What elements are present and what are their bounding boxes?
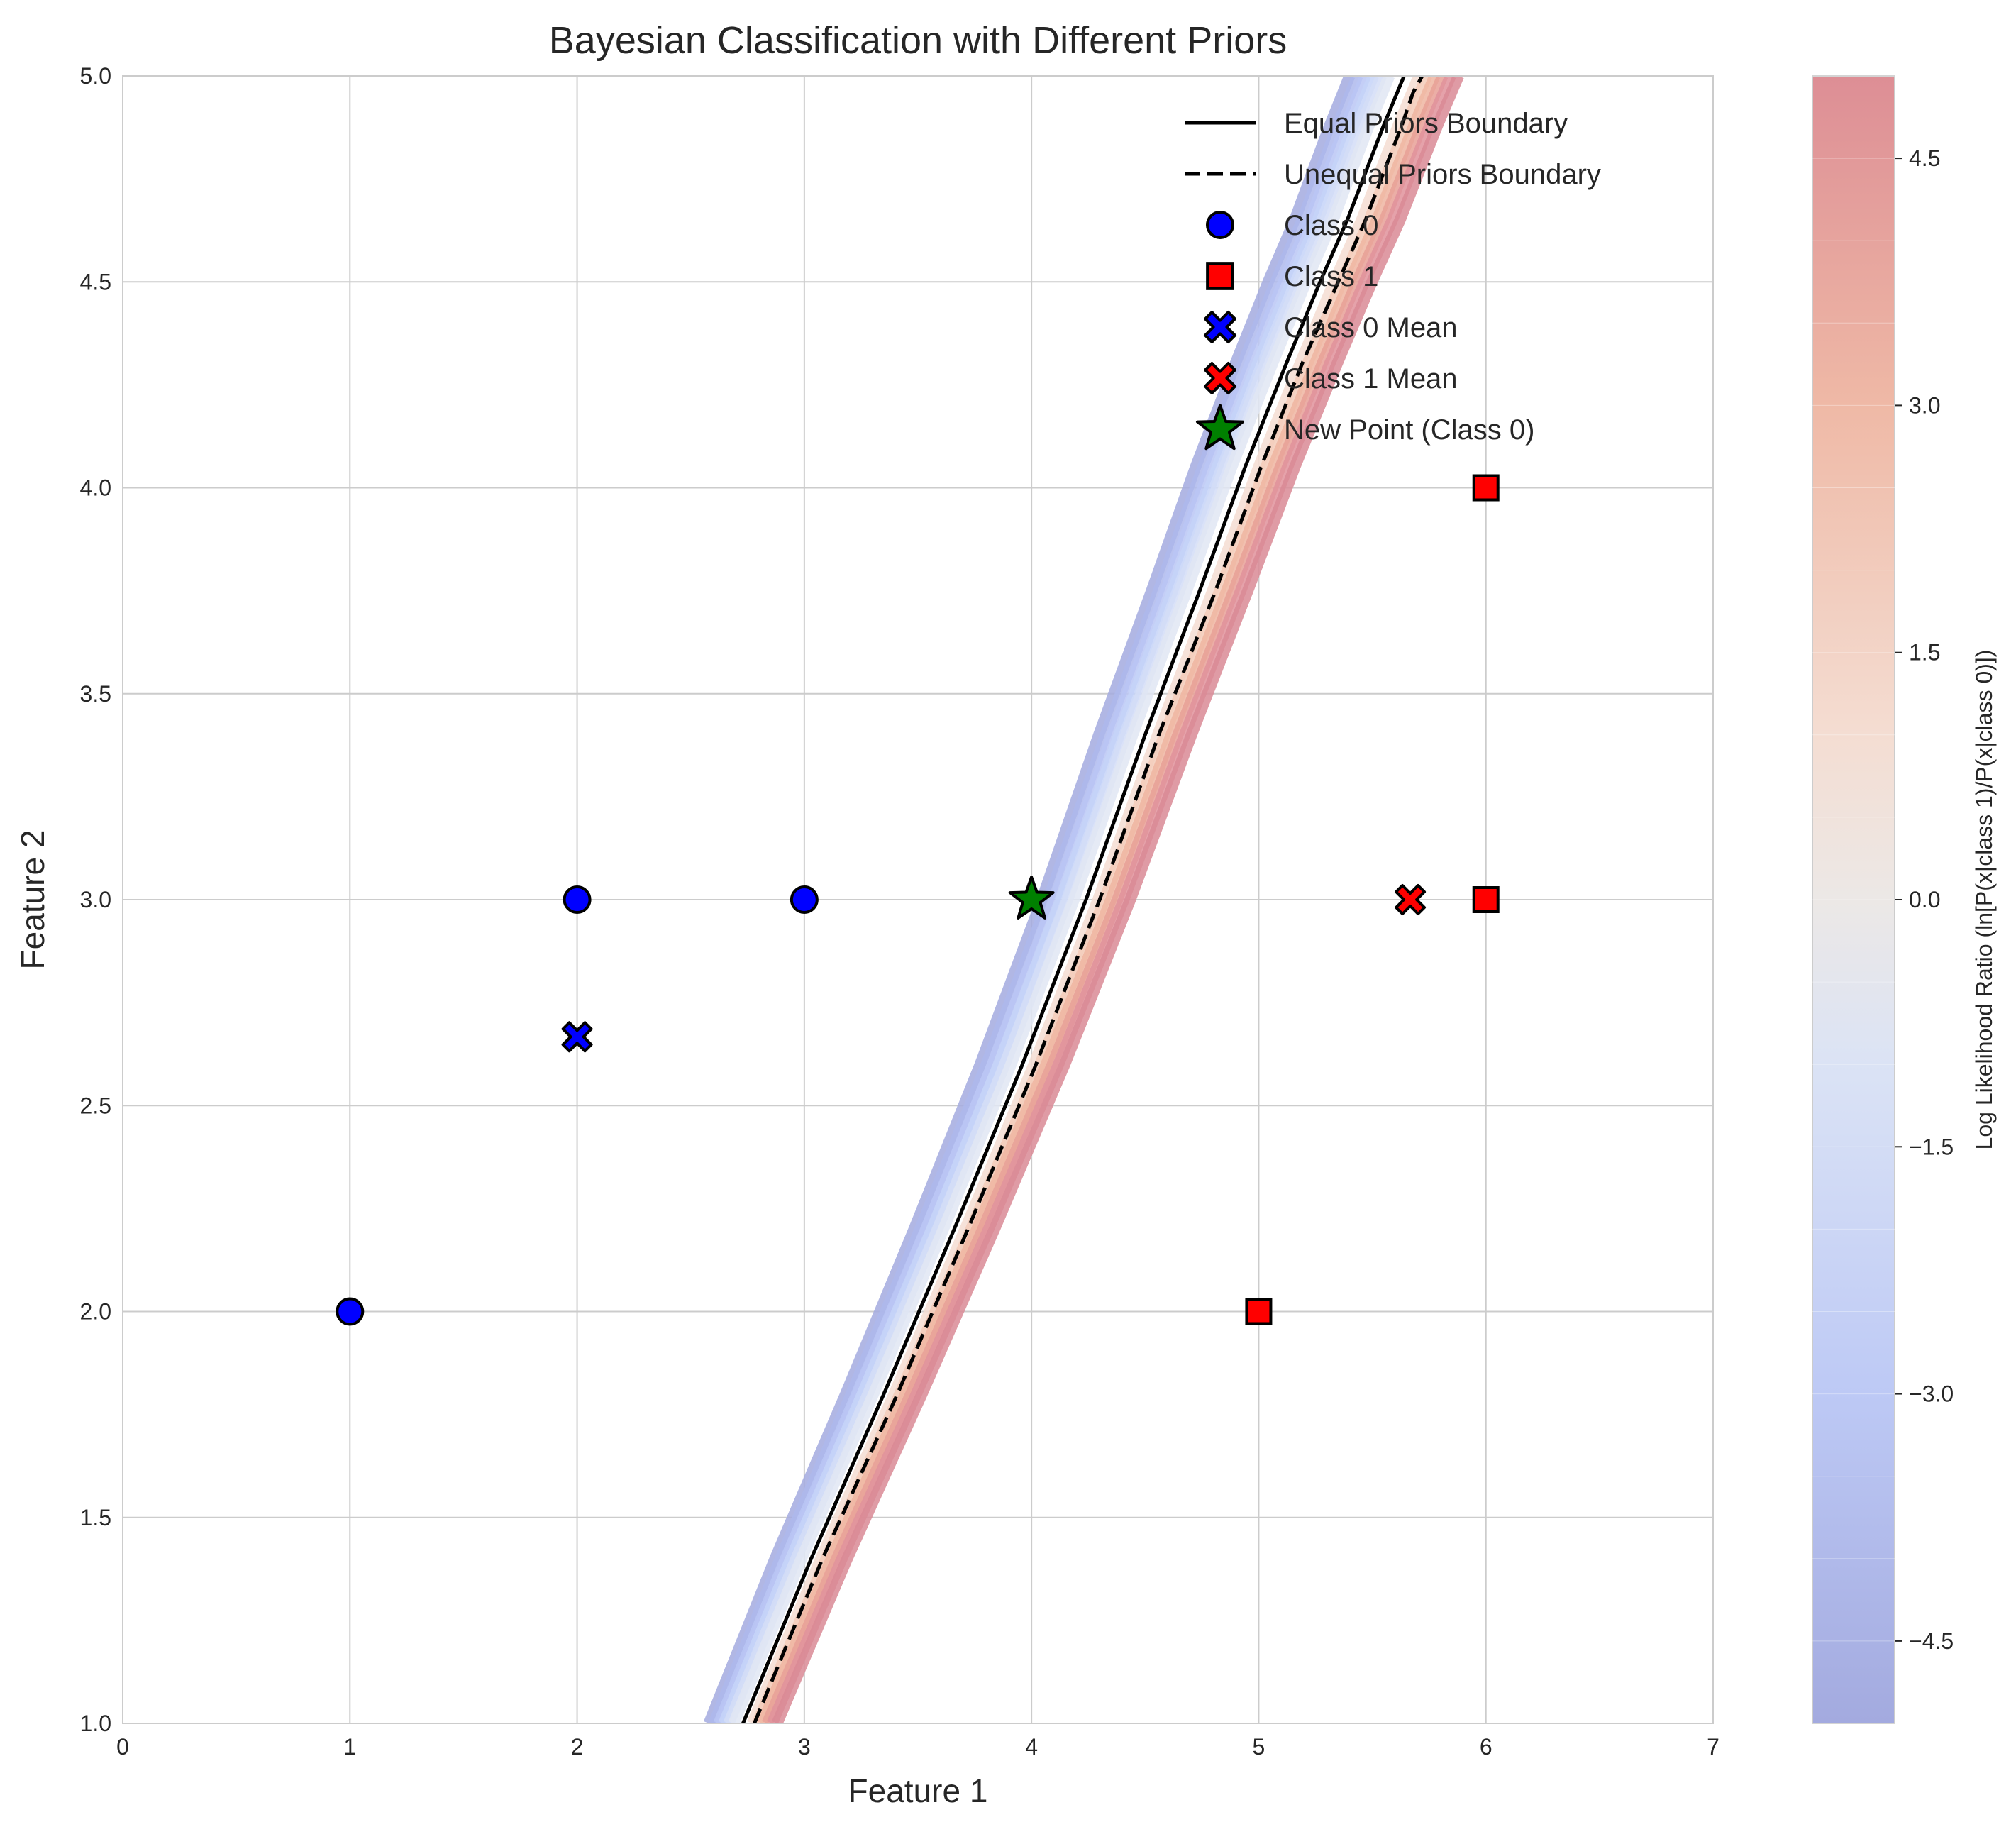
- legend-label: Equal Priors Boundary: [1284, 108, 1568, 139]
- legend-label: Class 1: [1284, 261, 1378, 292]
- x-tick-labels: 0 1 2 3 4 5 6 7: [116, 1734, 1719, 1760]
- contour-band-level: [772, 76, 1464, 1723]
- legend-item: New Point (Class 0): [1196, 404, 1534, 451]
- legend-marker-swatch: [1204, 362, 1236, 394]
- plot-frame: [122, 75, 1714, 1724]
- class-0-marker: [563, 885, 592, 914]
- x-tick-label: 7: [1707, 1734, 1719, 1760]
- equal-priors-boundary-line: [741, 76, 1406, 1723]
- x-tick-label: 0: [116, 1734, 129, 1760]
- legend-item: Equal Priors Boundary: [1185, 108, 1568, 139]
- y-tick-label: 1.0: [80, 1711, 111, 1736]
- legend-marker-swatch: [1196, 404, 1244, 451]
- legend-item: Class 1: [1206, 261, 1378, 292]
- x-axis-label: Feature 1: [848, 1772, 988, 1809]
- y-tick-label: 4.5: [80, 269, 111, 294]
- colorbar-tick-label: 4.5: [1909, 145, 1940, 171]
- legend-label: New Point (Class 0): [1284, 414, 1534, 446]
- legend-marker-swatch: [1204, 311, 1236, 343]
- y-tick-label: 1.5: [80, 1505, 111, 1530]
- legend-item: Class 1 Mean: [1204, 362, 1458, 394]
- colorbar-levels: [1812, 75, 1895, 1724]
- legend-item: Class 0: [1206, 210, 1378, 241]
- colorbar-tick-label: 0.0: [1909, 887, 1940, 912]
- class-0-marker: [336, 1297, 365, 1326]
- legend-label: Class 0: [1284, 210, 1378, 241]
- colorbar-tick-label: 1.5: [1909, 640, 1940, 666]
- y-tick-label: 3.0: [80, 887, 111, 912]
- class-1-mean-marker: [1395, 884, 1427, 915]
- x-tick-label: 2: [571, 1734, 584, 1760]
- class-1-marker: [1472, 474, 1500, 502]
- boundary-lines: [741, 76, 1424, 1723]
- class-1-marker: [1472, 886, 1500, 913]
- y-tick-label: 2.5: [80, 1093, 111, 1118]
- colorbar-tick-label: −4.5: [1909, 1628, 1954, 1654]
- y-axis-label: Feature 2: [14, 830, 51, 970]
- y-tick-label: 5.0: [80, 63, 111, 89]
- colorbar-tick-label: 3.0: [1909, 392, 1940, 418]
- legend-item: Unequal Priors Boundary: [1185, 159, 1601, 190]
- legend-marker-swatch: [1206, 211, 1234, 239]
- class-1-marker: [1245, 1298, 1273, 1325]
- chart-title: Bayesian Classification with Different P…: [549, 19, 1287, 62]
- legend-marker-swatch: [1206, 262, 1234, 290]
- x-tick-label: 1: [343, 1734, 356, 1760]
- x-tick-label: 5: [1253, 1734, 1265, 1760]
- new-point-class-0-marker: [1008, 876, 1055, 920]
- colorbar-tick-labels: −4.5 −3.0 −1.5 0.0 1.5 3.0 4.5: [1895, 145, 1954, 1654]
- contour-band-level: [728, 76, 1395, 1723]
- data-markers: [336, 474, 1500, 1326]
- legend-label: Class 1 Mean: [1284, 363, 1458, 394]
- y-tick-labels: 1.0 1.5 2.0 2.5 3.0 3.5 4.0 4.5 5.0: [80, 63, 111, 1736]
- x-tick-label: 6: [1480, 1734, 1492, 1760]
- legend-label: Class 0 Mean: [1284, 312, 1458, 343]
- legend: Equal Priors Boundary Unequal Priors Boun…: [1185, 108, 1601, 451]
- x-tick-label: 4: [1025, 1734, 1038, 1760]
- class-0-mean-marker: [561, 1021, 593, 1053]
- y-tick-label: 3.5: [80, 681, 111, 707]
- y-tick-label: 2.0: [80, 1299, 111, 1325]
- class-0-marker: [790, 885, 819, 914]
- x-tick-label: 3: [798, 1734, 811, 1760]
- legend-label: Unequal Priors Boundary: [1284, 159, 1601, 190]
- colorbar-tick-label: −1.5: [1909, 1134, 1954, 1159]
- legend-item: Class 0 Mean: [1204, 311, 1458, 343]
- y-tick-label: 4.0: [80, 475, 111, 501]
- colorbar: [1812, 75, 1895, 1724]
- colorbar-tick-label: −3.0: [1909, 1381, 1954, 1407]
- likelihood-contour-band: [703, 76, 1464, 1723]
- colorbar-label: Log Likelihood Ratio (ln[P(x|class 1)/P(…: [1971, 650, 1997, 1150]
